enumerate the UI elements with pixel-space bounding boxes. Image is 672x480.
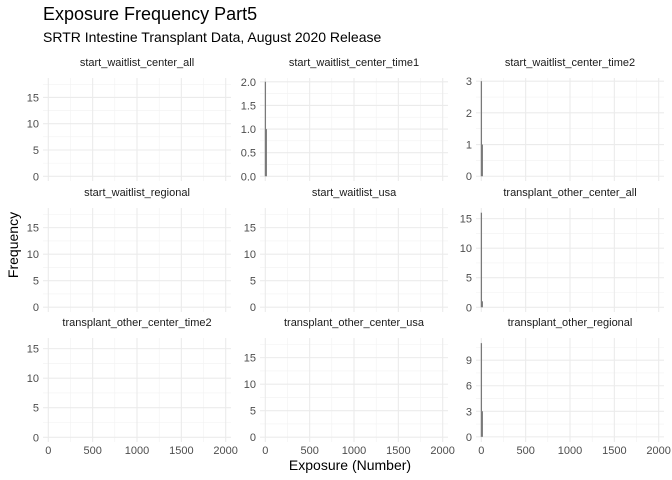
histogram-bar: [265, 128, 267, 177]
x-tick-label: 1500: [386, 445, 410, 457]
x-tick-label: 2000: [646, 445, 670, 457]
y-tick-label: 0: [33, 432, 39, 444]
y-tick-label: 0: [466, 432, 472, 444]
y-tick-label: 5: [250, 406, 256, 418]
y-tick-label: 0.0: [241, 171, 256, 183]
y-tick-label: 5: [33, 403, 39, 415]
x-tick-label: 1500: [169, 445, 193, 457]
y-tick-label: 2.0: [241, 77, 256, 89]
histogram-bar: [481, 301, 483, 308]
y-tick-label: 2: [466, 108, 472, 120]
y-tick-label: 10: [27, 119, 39, 131]
facet-panel: transplant_other_center_all 0 5 10 15: [460, 187, 664, 314]
y-tick-label: 10: [244, 379, 256, 391]
y-tick-label: 0: [33, 171, 39, 183]
y-tick-label: 15: [27, 92, 39, 104]
facet-label: start_waitlist_center_time1: [289, 57, 419, 69]
x-tick-label: 0: [478, 445, 484, 457]
x-tick-label: 1000: [342, 445, 366, 457]
y-tick-label: 3: [466, 76, 472, 88]
y-tick-label: 1: [466, 140, 472, 152]
x-tick-label: 1000: [125, 445, 149, 457]
y-tick-label: 1.0: [241, 124, 256, 136]
histogram-bar: [480, 342, 483, 438]
y-tick-label: 3: [466, 406, 472, 418]
facet-label: transplant_other_center_all: [503, 187, 636, 199]
y-tick-label: 15: [27, 223, 39, 235]
y-tick-label: 10: [27, 373, 39, 385]
x-tick-label: 500: [516, 445, 534, 457]
y-tick-label: 10: [27, 249, 39, 261]
chart-title: Exposure Frequency Part5: [43, 4, 258, 24]
facet-panel: start_waitlist_usa 0 5 10 15: [244, 187, 448, 314]
y-tick-label: 0.5: [241, 148, 256, 160]
y-tick-label: 10: [460, 243, 472, 255]
y-tick-label: 15: [460, 214, 472, 226]
y-tick-label: 0: [33, 302, 39, 314]
y-tick-label: 0: [250, 302, 256, 314]
x-tick-label: 1500: [602, 445, 626, 457]
x-tick-label: 500: [300, 445, 318, 457]
x-tick-label: 0: [45, 445, 51, 457]
y-tick-label: 5: [250, 276, 256, 288]
x-tick-label: 500: [83, 445, 101, 457]
histogram-bar: [480, 81, 483, 177]
facet-label: transplant_other_center_time2: [62, 317, 211, 329]
y-tick-label: 5: [33, 145, 39, 157]
histogram-bar: [481, 411, 483, 438]
y-tick-label: 0: [250, 432, 256, 444]
y-tick-label: 6: [466, 381, 472, 393]
y-tick-label: 9: [466, 355, 472, 367]
facet-panel: start_waitlist_center_time2 0 1 2 3: [466, 57, 664, 183]
y-tick-label: 1.5: [241, 100, 256, 112]
x-tick-label: 0: [262, 445, 268, 457]
y-tick-label: 0: [466, 302, 472, 314]
facet-panel: transplant_other_center_time2 0 5 10 15 0 500 1…: [27, 317, 238, 457]
facet-label: start_waitlist_regional: [84, 187, 190, 199]
y-tick-label: 0: [466, 171, 472, 183]
facet-panel: start_waitlist_center_time1 0.0 0.5 1.0 1.5 2…: [241, 57, 448, 183]
facet-panel: start_waitlist_regional 0 5 10 15: [27, 187, 231, 314]
chart-subtitle: SRTR Intestine Transplant Data, August 2…: [43, 29, 382, 45]
facet-panel: start_waitlist_center_all 0 5 10 15: [27, 57, 231, 183]
facet-panel: transplant_other_center_usa 0 5 10 15 0 500 100…: [244, 317, 455, 457]
x-tick-label: 1000: [558, 445, 582, 457]
x-tick-label: 2000: [430, 445, 454, 457]
facet-label: transplant_other_center_usa: [284, 317, 425, 329]
x-axis-label: Exposure (Number): [289, 457, 411, 473]
facet-label: start_waitlist_center_all: [80, 57, 194, 69]
facet-label: transplant_other_regional: [508, 317, 633, 329]
facet-label: start_waitlist_usa: [312, 187, 397, 199]
y-tick-label: 15: [244, 223, 256, 235]
y-axis-label: Frequency: [5, 212, 21, 278]
y-tick-label: 5: [33, 276, 39, 288]
facet-label: start_waitlist_center_time2: [505, 57, 635, 69]
y-tick-label: 15: [244, 353, 256, 365]
histogram-bar: [481, 144, 483, 177]
x-tick-label: 2000: [213, 445, 237, 457]
y-tick-label: 15: [27, 344, 39, 356]
y-tick-label: 5: [466, 273, 472, 285]
y-tick-label: 10: [244, 249, 256, 261]
histogram-bar: [480, 212, 483, 308]
facet-panel: transplant_other_regional 0 3 6 9 0 500 1000 150…: [466, 317, 671, 457]
